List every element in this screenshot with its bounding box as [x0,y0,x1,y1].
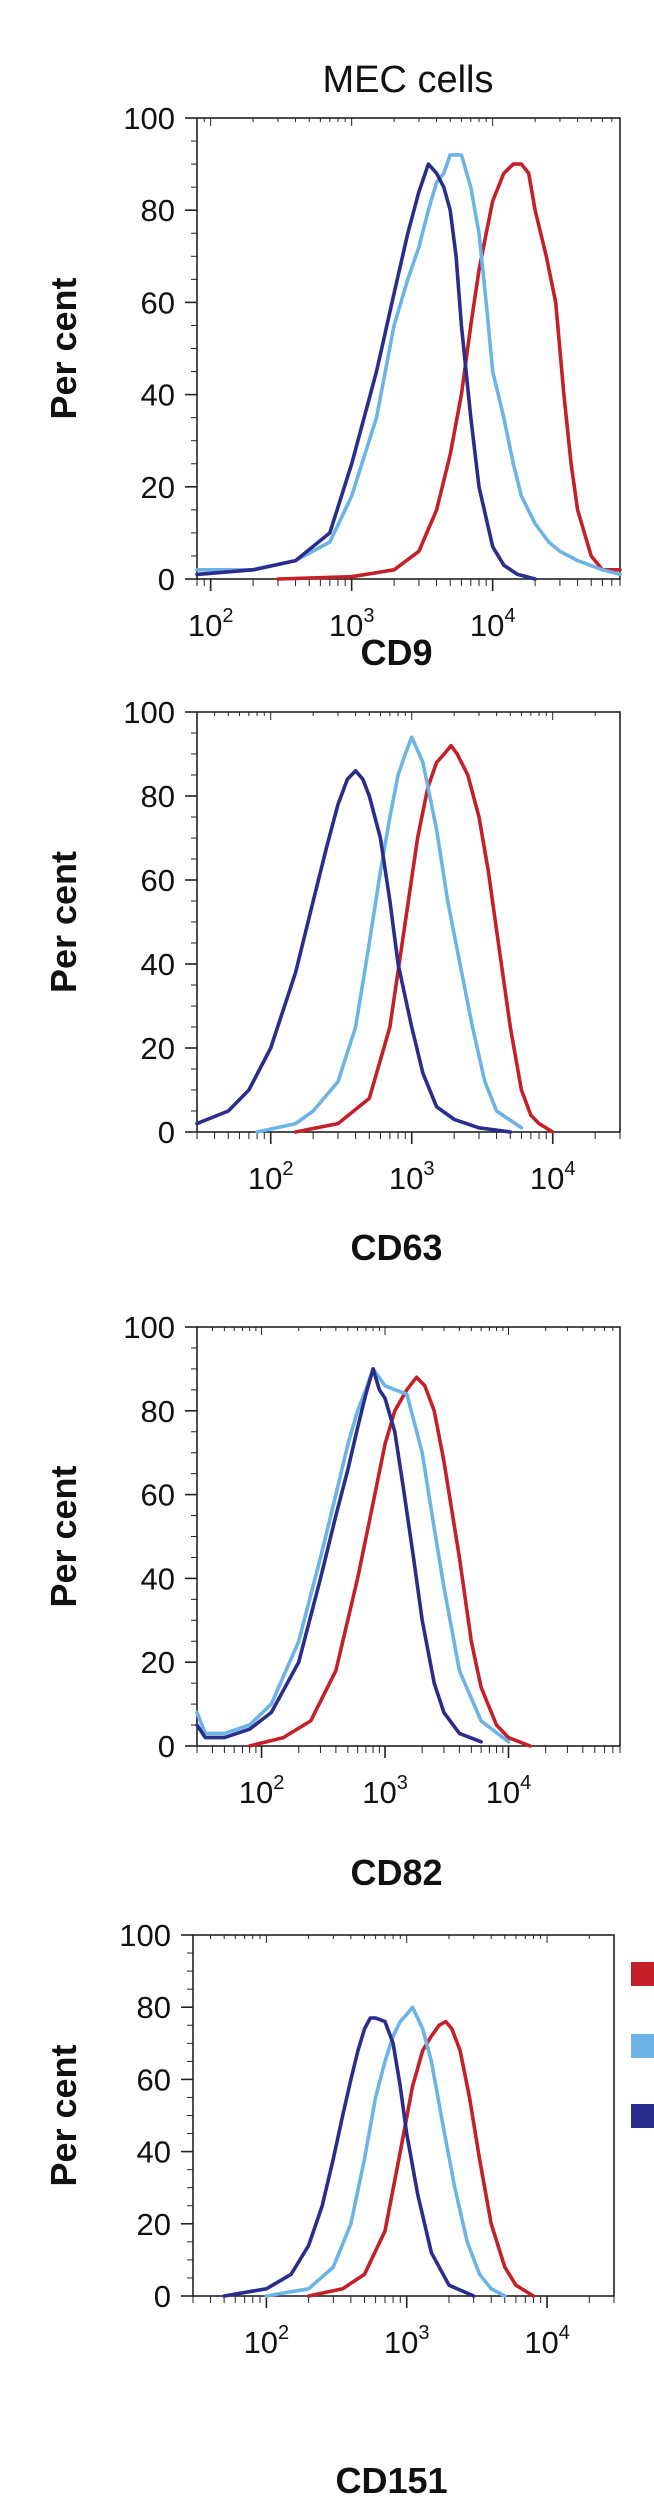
x-tick-label: 103 [329,605,375,643]
y-tick-label: 0 [154,2279,171,2314]
y-tick-label: 100 [119,1918,171,1953]
x-tick-label: 103 [362,1772,408,1810]
y-tick-label: 100 [123,1310,175,1345]
x-tick-label: 104 [486,1772,532,1810]
y-axis-label: Per cent [43,2044,84,2186]
series-line-red [247,1375,533,1748]
series-line-light-blue [264,2005,507,2298]
series-line-red [276,162,622,581]
x-tick-label: 102 [244,2322,290,2360]
y-tick-label: 60 [141,863,175,898]
x-axis-label: CD63 [350,1227,442,1268]
y-tick-label: 80 [141,779,175,814]
chart-3: 0 20 40 60 80 100 102 103 104 CD82 Per cent [43,1310,621,1893]
series-line-red [306,2019,536,2298]
series-line-dark-blue [195,768,513,1134]
legend-swatch-red [631,1962,654,1986]
series-line-light-blue [255,735,524,1134]
y-tick-label: 60 [137,2062,171,2097]
x-tick-label: 102 [239,1772,285,1810]
x-tick-label: 104 [524,2322,570,2360]
x-tick-label: 103 [389,1158,435,1196]
x-axis-label: CD151 [335,2460,447,2499]
y-tick-label: 60 [141,285,175,320]
series-line-dark-blue [195,162,537,581]
series-line-light-blue [195,153,622,577]
y-axis-label: Per cent [43,1465,84,1607]
chart-2: 0 20 40 60 80 100 102 103 104 CD63 Per cent [43,695,621,1268]
y-tick-label: 80 [141,1394,175,1429]
x-tick-label: 104 [530,1158,576,1196]
y-tick-label: 0 [158,1115,175,1150]
y-axis-label: Per cent [43,277,84,419]
x-axis-label: CD82 [350,1852,442,1893]
x-tick-label: 103 [384,2322,430,2360]
figure-title: MEC cells [322,59,493,101]
y-tick-label: 0 [158,562,175,597]
y-tick-label: 20 [137,2207,171,2242]
y-tick-label: 100 [123,695,175,730]
y-tick-label: 20 [141,1645,175,1680]
series-line-light-blue [195,1367,511,1744]
y-tick-label: 20 [141,1031,175,1066]
series-line-dark-blue [195,1367,483,1744]
y-tick-label: 100 [123,101,175,136]
legend-swatch-light-blue [631,2034,654,2058]
y-tick-label: 40 [141,947,175,982]
plot-frame [196,117,621,580]
y-tick-label: 80 [137,1990,171,2025]
y-tick-label: 20 [141,470,175,505]
y-tick-label: 40 [141,378,175,413]
y-tick-label: 0 [158,1729,175,1764]
x-tick-label: 104 [470,605,516,643]
chart-1: 0 20 40 60 80 100 102 103 104 CD9 Per cent [43,101,622,673]
y-tick-label: 40 [137,2135,171,2170]
series-line-dark-blue [222,2016,476,2298]
y-tick-label: 40 [141,1561,175,1596]
chart-4: 0 20 40 60 80 100 102 103 104 CD151 Per cent [43,1918,654,2499]
x-axis-label: CD9 [360,632,432,673]
series-line-red [293,743,555,1134]
y-tick-label: 80 [141,193,175,228]
legend-swatch-dark-blue [631,2104,654,2128]
x-tick-label: 102 [248,1158,294,1196]
x-tick-label: 102 [188,605,234,643]
y-tick-label: 60 [141,1478,175,1513]
y-axis-label: Per cent [43,851,84,993]
